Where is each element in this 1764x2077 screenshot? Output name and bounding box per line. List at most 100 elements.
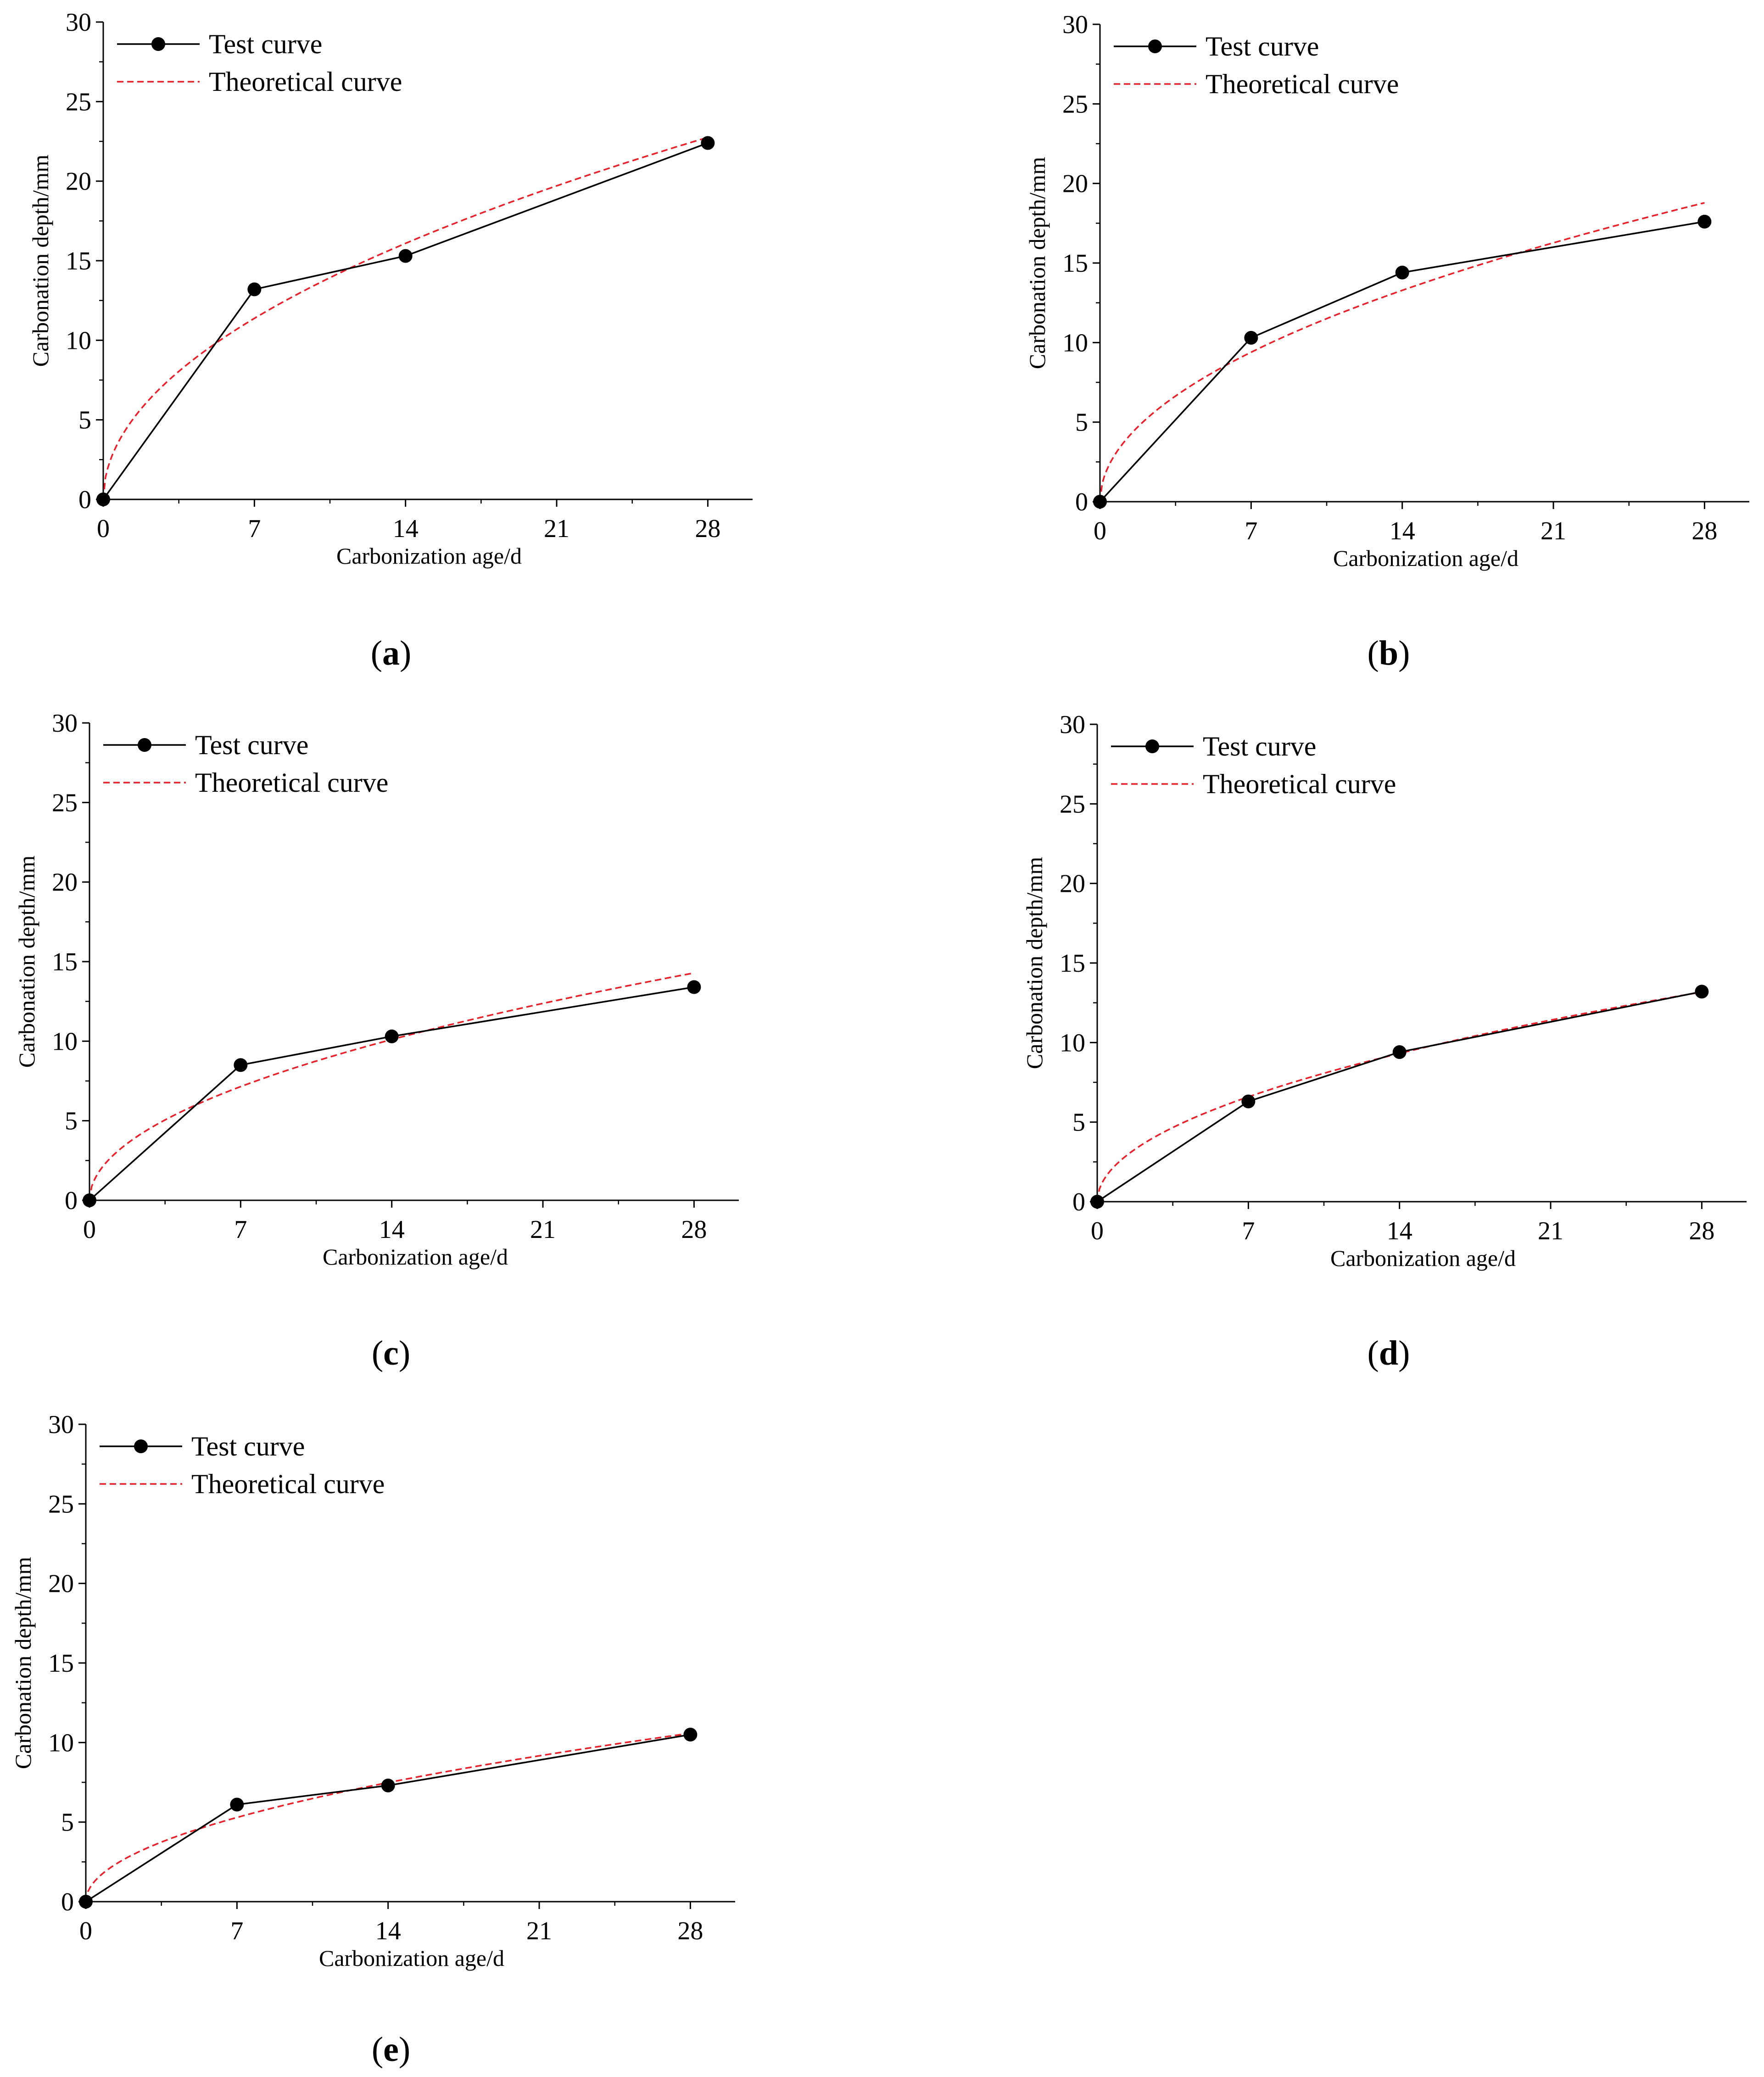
- y-tick-label: 25: [48, 1490, 74, 1518]
- legend-test-label: Test curve: [1206, 31, 1319, 62]
- theoretical-curve: [85, 1732, 691, 1902]
- y-tick-label: 15: [48, 1649, 74, 1678]
- x-tick-label: 7: [248, 515, 261, 543]
- x-tick-label: 0: [79, 1917, 92, 1945]
- x-tick-label: 7: [1242, 1217, 1255, 1245]
- legend-test-label: Test curve: [1203, 731, 1316, 761]
- y-tick-label: 20: [52, 868, 78, 897]
- x-tick-label: 14: [393, 515, 419, 543]
- test-point: [1241, 1094, 1256, 1108]
- chart-panel-a: 0 7 14 21 28 0 5 10 15 20 25 30 Carbonization age/d C…: [28, 8, 753, 569]
- x-tick-label: 14: [1390, 517, 1415, 545]
- test-point: [701, 136, 715, 150]
- x-tick-label: 7: [230, 1917, 243, 1945]
- test-point: [96, 493, 110, 506]
- legend-test-marker: [134, 1439, 148, 1453]
- test-point: [247, 282, 262, 297]
- y-tick-label: 20: [48, 1570, 74, 1598]
- y-tick-label: 5: [61, 1808, 74, 1837]
- y-tick-label: 0: [78, 486, 91, 514]
- y-tick-label: 10: [66, 326, 91, 355]
- y-axis-label: Carbonation depth/mm: [10, 1557, 36, 1769]
- y-tick-label: 5: [1072, 1108, 1085, 1137]
- y-tick-label: 30: [1060, 711, 1085, 739]
- legend-test-marker: [151, 37, 165, 51]
- y-tick-label: 15: [66, 247, 91, 275]
- y-tick-label: 25: [66, 88, 91, 116]
- test-point: [1695, 985, 1709, 999]
- x-axis-label: Carbonization age/d: [323, 1244, 508, 1270]
- panel-caption-a: (a): [370, 634, 412, 672]
- y-tick-label: 15: [52, 948, 78, 976]
- x-tick-label: 0: [1094, 517, 1106, 545]
- y-tick-label: 25: [52, 789, 78, 817]
- chart-panel-d: 0 7 14 21 28 0 5 10 15 20 25 30 Carbonization age/d C…: [1022, 711, 1747, 1271]
- test-point: [79, 1895, 93, 1909]
- theoretical-curve: [1099, 202, 1705, 502]
- y-tick-label: 30: [66, 8, 91, 37]
- x-axis-label: Carbonization age/d: [1330, 1245, 1516, 1271]
- y-tick-label: 0: [1072, 1188, 1085, 1216]
- y-tick-label: 5: [78, 406, 91, 435]
- y-tick-label: 0: [1075, 488, 1088, 516]
- x-tick-label: 0: [97, 515, 110, 543]
- theoretical-curve: [102, 136, 708, 500]
- test-curve: [102, 142, 709, 500]
- legend-theory-label: Theoretical curve: [191, 1469, 385, 1499]
- y-axis-label: Carbonation depth/mm: [14, 856, 39, 1068]
- x-tick-label: 28: [677, 1917, 703, 1945]
- legend-test-marker: [1145, 739, 1159, 753]
- x-tick-label: 21: [1541, 517, 1566, 545]
- theoretical-curve: [1096, 991, 1702, 1202]
- x-tick-label: 7: [234, 1215, 247, 1244]
- x-tick-label: 14: [375, 1917, 401, 1945]
- panel-caption-e: (e): [371, 2030, 411, 2069]
- legend-test-label: Test curve: [195, 730, 308, 760]
- x-tick-label: 14: [379, 1215, 405, 1244]
- x-tick-label: 21: [526, 1917, 552, 1945]
- chart-panel-e: 0 7 14 21 28 0 5 10 15 20 25 30 Carbonization age/d C…: [10, 1411, 735, 1971]
- test-point: [687, 980, 701, 994]
- y-tick-label: 10: [48, 1729, 74, 1757]
- x-axis-label: Carbonization age/d: [319, 1945, 504, 1971]
- x-tick-label: 0: [83, 1215, 96, 1244]
- x-tick-label: 21: [530, 1215, 556, 1244]
- test-curve: [1099, 221, 1705, 503]
- test-point: [1093, 495, 1107, 509]
- legend-theory-label: Theoretical curve: [1203, 769, 1396, 799]
- test-point: [398, 249, 413, 263]
- y-tick-label: 0: [61, 1888, 74, 1916]
- y-axis-label: Carbonation depth/mm: [1024, 157, 1050, 369]
- test-point: [83, 1193, 96, 1207]
- y-tick-label: 25: [1062, 90, 1088, 118]
- x-tick-label: 28: [681, 1215, 707, 1244]
- y-tick-label: 30: [1062, 11, 1088, 39]
- panel-caption-c: (c): [371, 1334, 411, 1372]
- theoretical-curve: [89, 972, 694, 1201]
- y-tick-label: 20: [1060, 870, 1085, 898]
- test-point: [1395, 265, 1409, 280]
- panel-caption-b: (b): [1367, 634, 1410, 672]
- test-point: [385, 1029, 399, 1043]
- legend-test-marker: [1148, 39, 1162, 53]
- x-tick-label: 21: [544, 515, 569, 543]
- x-axis-label: Carbonization age/d: [336, 543, 522, 569]
- test-curve: [89, 986, 694, 1201]
- test-point: [381, 1778, 395, 1792]
- legend-theory-label: Theoretical curve: [195, 767, 388, 798]
- x-tick-label: 28: [695, 515, 720, 543]
- test-curve: [1097, 991, 1702, 1203]
- y-tick-label: 10: [1060, 1029, 1085, 1057]
- y-tick-label: 20: [66, 168, 91, 196]
- legend-test-label: Test curve: [191, 1431, 305, 1461]
- test-point: [1244, 330, 1258, 345]
- y-tick-label: 10: [1062, 329, 1088, 357]
- test-curve: [85, 1734, 691, 1903]
- x-tick-label: 0: [1091, 1217, 1104, 1245]
- panel-caption-d: (d): [1367, 1334, 1410, 1372]
- y-tick-label: 15: [1060, 949, 1085, 978]
- test-point: [230, 1797, 244, 1812]
- test-point: [1090, 1195, 1104, 1209]
- y-tick-label: 5: [1075, 409, 1088, 437]
